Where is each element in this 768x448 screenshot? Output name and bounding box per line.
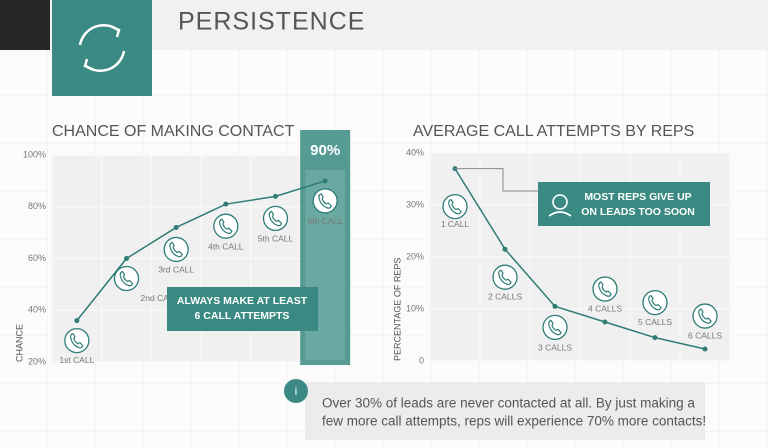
data-point <box>322 178 328 184</box>
y-tick-label: 40% <box>406 147 424 157</box>
refresh-icon <box>78 23 126 73</box>
page-title: PERSISTENCE <box>178 8 365 36</box>
x-category-label: 1 CALL <box>441 219 470 229</box>
data-point <box>74 318 80 324</box>
annotation-text: 6 CALL ATTEMPTS <box>195 310 290 322</box>
annotation-box <box>538 182 710 226</box>
y-tick-label: 10% <box>406 303 424 313</box>
data-point <box>173 224 179 230</box>
data-point <box>273 193 278 199</box>
phone-glyph <box>598 281 612 297</box>
x-category-label: 3 CALLS <box>538 343 572 353</box>
call-icon <box>592 276 618 302</box>
call-icon <box>542 314 568 341</box>
phone-glyph <box>648 294 662 311</box>
info-icon-text: i <box>295 384 298 398</box>
x-category-label: 1st CALL <box>59 355 94 365</box>
annotation-text: MOST REPS GIVE UP <box>584 191 691 203</box>
phone-glyph <box>448 198 462 215</box>
call-icon <box>492 264 518 290</box>
y-tick-label: 100% <box>23 149 46 159</box>
phone-glyph <box>268 210 283 227</box>
call-icon <box>262 205 289 232</box>
headset-icon <box>552 194 568 210</box>
phone-glyph <box>548 319 562 336</box>
y-tick-label: 80% <box>28 201 46 211</box>
annotation-connector <box>455 168 538 192</box>
y-tick-label: 20% <box>406 251 424 261</box>
x-category-label: 6 CALLS <box>688 330 722 340</box>
annotation-text: ON LEADS TOO SOON <box>581 206 695 218</box>
y-tick-label: 0 <box>419 355 424 365</box>
x-category-label: 3rd CALL <box>158 265 194 275</box>
data-line <box>76 180 326 322</box>
y-axis-label: CHANCE <box>14 324 24 362</box>
call-icon <box>312 188 338 214</box>
data-point <box>702 346 708 352</box>
highlight-label: 90% <box>310 142 340 159</box>
header-icon-box <box>52 0 152 96</box>
x-category-label: 4 CALLS <box>588 303 622 313</box>
data-point <box>602 319 608 325</box>
header-dark-block <box>0 0 50 50</box>
x-category-label: 5th CALL <box>258 234 294 244</box>
phone-glyph <box>318 193 332 209</box>
info-box <box>305 382 705 440</box>
annotation-text: ALWAYS MAKE AT LEAST <box>177 295 308 307</box>
call-icon <box>642 289 668 316</box>
info-icon <box>284 379 308 403</box>
y-tick-label: 20% <box>28 356 46 366</box>
info-text: few more call attempts, reps will experi… <box>322 414 706 429</box>
x-category-label: 2 CALLS <box>488 291 522 301</box>
data-point <box>502 246 508 252</box>
call-icon <box>163 236 189 263</box>
call-icon <box>692 303 718 329</box>
y-tick-label: 40% <box>28 305 46 315</box>
chart-title: CHANCE OF MAKING CONTACT <box>52 123 295 140</box>
call-icon <box>64 327 90 354</box>
phone-glyph <box>698 308 712 324</box>
data-point <box>223 201 229 207</box>
x-category-label: 6th CALL <box>307 216 343 226</box>
annotation-box <box>167 287 318 331</box>
data-point <box>552 303 558 309</box>
headset-base <box>548 211 572 217</box>
call-icon <box>442 193 468 220</box>
call-icon <box>113 265 140 292</box>
y-tick-label: 30% <box>406 199 424 209</box>
y-tick-label: 60% <box>28 253 46 263</box>
data-line <box>454 168 706 350</box>
data-point <box>652 335 658 341</box>
phone-glyph <box>69 332 84 349</box>
x-category-label: 4th CALL <box>208 241 244 251</box>
phone-glyph <box>119 270 134 287</box>
x-category-label: 5 CALLS <box>638 317 672 327</box>
info-text: Over 30% of leads are never contacted at… <box>322 396 695 411</box>
phone-glyph <box>498 269 512 286</box>
charts: CHANCE OF MAKING CONTACT 20% 40% 60% 80% 100%… <box>14 123 731 366</box>
phone-glyph <box>218 218 233 235</box>
call-icon <box>213 213 239 239</box>
chart-title: AVERAGE CALL ATTEMPTS BY REPS <box>413 123 694 140</box>
x-category-label: 2nd CALL <box>141 293 179 303</box>
phone-glyph <box>169 241 183 258</box>
data-point <box>124 256 129 261</box>
y-axis-label: PERCENTAGE OF REPS <box>392 258 402 361</box>
